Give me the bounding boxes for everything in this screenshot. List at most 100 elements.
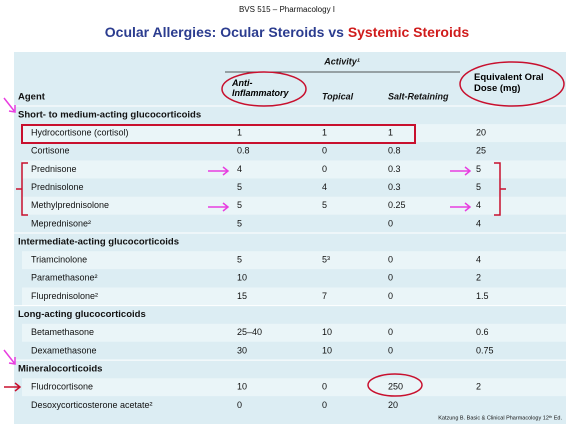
cell: 10 [322,327,332,337]
cell: 4 [322,182,327,192]
col-header: Agent [18,92,46,103]
cell: 0.6 [476,327,489,337]
cell: 1 [322,128,327,138]
cell: 2 [476,382,481,392]
cell: 0 [388,291,393,301]
arrow [3,97,16,113]
row-bg [22,160,566,179]
cell: 0 [322,382,327,392]
cell: 25 [476,146,486,156]
cell: 4 [476,255,481,265]
cell: 10 [322,345,332,355]
row-bg [22,196,566,215]
arrow [4,382,22,392]
row-bg [22,251,566,270]
section-label: Intermediate-acting glucocorticoids [18,237,179,248]
cell: 4 [476,218,481,228]
cell: 0 [322,400,327,410]
cell: 0 [388,218,393,228]
cell: 10 [237,382,247,392]
cell: 250 [388,382,403,392]
cell: 0 [322,164,327,174]
cell: 0.8 [388,146,401,156]
title: Ocular Allergies: Ocular Steroids vs Sys… [105,24,470,40]
cell: 5³ [322,255,330,265]
col-header: Salt-Retaining [388,91,449,101]
row-bg [22,396,566,415]
row-bg [22,269,566,288]
agent: Fludrocortisone [31,382,93,392]
cell: 0.3 [388,164,401,174]
cell: 0.3 [388,182,401,192]
cell: 15 [237,291,247,301]
agent: Betamethasone [31,327,94,337]
cell: 0.8 [237,146,250,156]
cell: 0.25 [388,200,406,210]
row-bg [22,214,566,233]
section-label: Long-acting glucocorticoids [18,309,146,320]
highlight-ellipse [459,61,565,107]
cell: 1 [237,128,242,138]
rows: Short- to medium-acting glucocorticoids H… [14,105,566,415]
group-header: Activity¹ [323,56,360,66]
arrow [450,166,472,176]
cell: 0 [388,255,393,265]
cell: 30 [237,345,247,355]
col-header: Equivalent Oral Dose (mg) [474,72,544,94]
highlight-ellipse [221,71,307,107]
section-label: Short- to medium-acting glucocorticoids [18,110,201,121]
agent: Dexamethasone [31,345,97,355]
agent: Cortisone [31,146,70,156]
col-header: Anti-Inflammatory [232,78,289,98]
row-bg [22,178,566,197]
cell: 4 [237,164,242,174]
arrow [208,166,230,176]
cell: 0 [388,345,393,355]
cell: 4 [476,200,481,210]
agent: Desoxycorticosterone acetate² [31,400,153,410]
section-label: Mineralocorticoids [18,364,102,375]
bracket [494,162,506,216]
course: BVS 515 – Pharmacology I [239,5,335,14]
cell: 25–40 [237,327,262,337]
cell: 1.5 [476,291,489,301]
highlight-box [21,124,416,144]
agent: Paramethasone² [31,273,98,283]
cell: 5 [237,200,242,210]
cell: 20 [388,400,398,410]
cell: 0 [322,146,327,156]
cell: 20 [476,128,486,138]
highlight-ellipse [367,373,423,397]
cell: 5 [476,164,481,174]
row-bg [22,124,566,143]
agent: Fluprednisolone² [31,291,98,301]
agent: Meprednisone² [31,218,91,228]
arrow [450,202,472,212]
cell: 5 [237,218,242,228]
arrow [208,202,230,212]
col-header-box: Anti-Inflammatory [232,78,289,98]
cell: 0 [237,400,242,410]
title-part: Systemic Steroids [348,24,470,40]
arrow [3,349,16,365]
annotations [3,61,565,397]
cell: 7 [322,291,327,301]
agent: Triamcinolone [31,255,87,265]
agent: Prednisolone [31,182,84,192]
agent: Hydrocortisone (cortisol) [31,128,129,138]
cell: 1 [388,128,393,138]
row-bg [22,323,566,342]
cell: 2 [476,273,481,283]
row-bg [22,341,566,360]
row-bg [22,142,566,161]
cell: 5 [322,200,327,210]
title-part: Ocular Allergies: Ocular Steroids vs [105,24,344,40]
footnote: Katzung B. Basic & Clinical Pharmacology… [438,414,562,421]
agent: Prednisone [31,164,77,174]
table-bg [14,52,566,424]
col-header-box: Equivalent Oral Dose (mg) [474,72,544,94]
cell: 10 [237,273,247,283]
row-bg [22,287,566,306]
cell: 5 [476,182,481,192]
